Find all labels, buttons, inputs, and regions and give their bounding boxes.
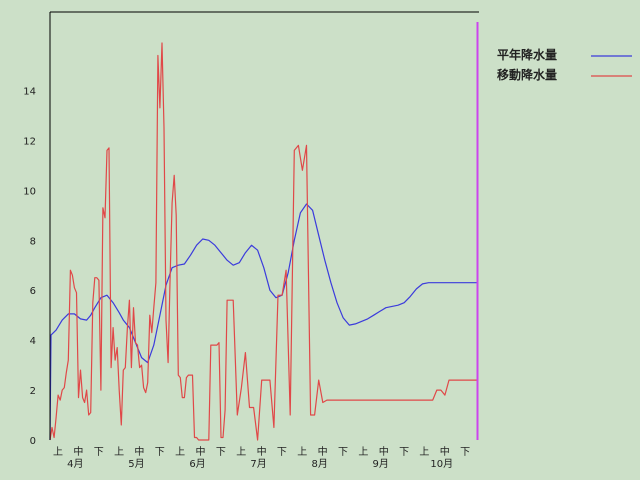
x-subtick-label: 上: [236, 446, 246, 458]
y-tick-label: 2: [30, 386, 36, 397]
x-subtick-label: 中: [379, 445, 389, 458]
y-tick-label: 6: [30, 286, 36, 297]
x-month-label: 9月: [373, 458, 389, 470]
x-month-label: 6月: [189, 458, 205, 470]
x-subtick-label: 中: [196, 445, 206, 458]
x-subtick-label: 上: [419, 446, 429, 458]
y-axis-ticks: 0 2 4 6 8 10 12 14: [23, 86, 36, 447]
x-month-label: 7月: [250, 458, 266, 470]
y-tick-label: 4: [30, 336, 36, 347]
x-subtick-label: 下: [155, 447, 165, 458]
x-subtick-label: 上: [114, 446, 124, 458]
legend-label-moving: 移動降水量: [497, 67, 557, 82]
series-line-moving: [49, 42, 477, 441]
x-subtick-label: 上: [297, 446, 307, 458]
series-line-normal: [49, 203, 477, 441]
x-subtick-label: 中: [440, 445, 450, 458]
x-month-label: 10月: [430, 458, 453, 470]
x-subtick-label: 下: [460, 447, 470, 458]
y-tick-label: 12: [23, 136, 36, 147]
x-subtick-label: 下: [94, 447, 104, 458]
y-tick-label: 14: [23, 86, 36, 97]
x-subtick-label: 中: [73, 445, 83, 458]
x-subtick-label: 上: [358, 446, 368, 458]
x-subtick-label: 中: [257, 445, 267, 458]
legend: 平年降水量 移動降水量: [497, 47, 632, 82]
x-month-label: 5月: [128, 458, 144, 470]
x-subtick-label: 中: [318, 445, 328, 458]
y-tick-label: 8: [30, 236, 36, 247]
y-tick-label: 10: [23, 186, 36, 197]
x-month-label: 4月: [67, 458, 83, 470]
x-subtick-label: 上: [175, 446, 185, 458]
x-subtick-label: 上: [53, 446, 63, 458]
x-subtick-label: 下: [216, 447, 226, 458]
x-subtick-label: 下: [338, 447, 348, 458]
x-subtick-label: 下: [399, 447, 409, 458]
y-tick-label: 0: [30, 436, 36, 447]
x-subtick-label: 下: [277, 447, 287, 458]
x-month-label: 8月: [311, 458, 327, 470]
series-layer: [49, 42, 477, 441]
legend-label-normal: 平年降水量: [497, 47, 557, 62]
x-subtick-label: 中: [134, 445, 144, 458]
plot-area: [50, 12, 479, 440]
x-axis-ticks: 上中下4月上中下5月上中下6月上中下7月上中下8月上中下9月上中下10月: [53, 445, 470, 470]
